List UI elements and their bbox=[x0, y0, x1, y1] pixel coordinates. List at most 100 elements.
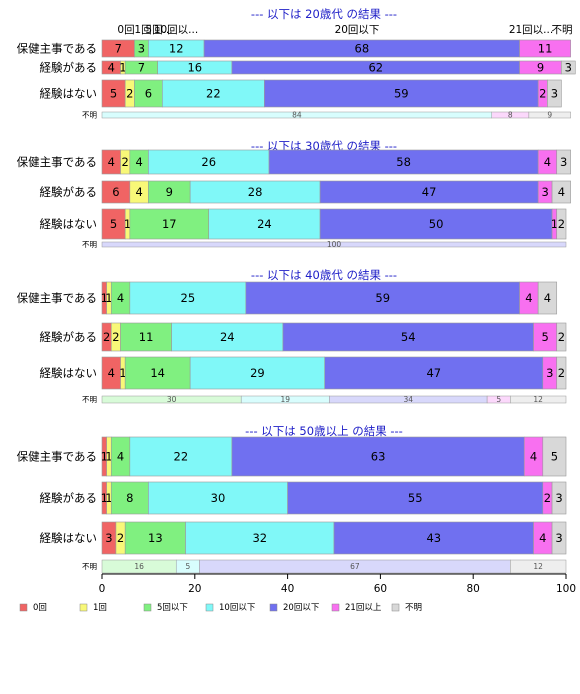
bar-segment bbox=[245, 281, 520, 315]
bar-segment bbox=[134, 79, 163, 108]
data-label: 63 bbox=[371, 450, 386, 464]
row-label: 経験がある bbox=[40, 61, 98, 75]
legend-swatch bbox=[331, 603, 340, 612]
x-tick-label: 80 bbox=[467, 583, 480, 595]
legend-label: 10回以下 bbox=[219, 603, 256, 613]
data-label: 43 bbox=[426, 531, 441, 545]
panel-title: --- 以下は 20歳代 の結果 --- bbox=[251, 7, 397, 21]
data-label: 54 bbox=[401, 330, 416, 344]
bar-segment bbox=[189, 356, 326, 390]
data-label: 5 bbox=[110, 217, 117, 231]
data-label: 50 bbox=[429, 217, 444, 231]
data-label: 1 bbox=[101, 291, 108, 305]
panel-3: --- 以下は 40歳代 の結果 ---保健主事である 11 4 25 59 4 4経験があ… bbox=[17, 268, 567, 404]
bar-segment bbox=[551, 521, 567, 555]
bar-segment bbox=[561, 60, 576, 75]
data-label: 4 bbox=[544, 155, 551, 169]
top-category-label: 10回以... bbox=[154, 24, 198, 36]
data-label: 11 bbox=[538, 42, 553, 56]
bar-segment bbox=[185, 521, 335, 555]
top-category-label: 21回以... bbox=[509, 24, 553, 36]
bar-segment bbox=[162, 79, 265, 108]
data-label: 3 bbox=[555, 491, 562, 505]
data-label: 3 bbox=[565, 61, 572, 75]
row-label: 保健主事である bbox=[17, 42, 97, 56]
data-label: 2 bbox=[126, 87, 133, 101]
panel-title: --- 以下は 50歳以上 の結果 --- bbox=[245, 424, 403, 438]
x-tick-label: 100 bbox=[556, 583, 576, 595]
row-label: 経験はない bbox=[40, 366, 98, 380]
data-label: 4 bbox=[525, 291, 532, 305]
panel-title: --- 以下は 40歳代 の結果 --- bbox=[251, 268, 397, 282]
data-label: 9 bbox=[537, 61, 544, 75]
data-label: 7 bbox=[138, 61, 145, 75]
unknown-row-label: 不明 bbox=[82, 562, 97, 571]
data-label: 47 bbox=[426, 366, 441, 380]
unknown-bar-segment bbox=[101, 241, 567, 248]
data-label: 68 bbox=[355, 42, 370, 56]
unknown-row-label: 不明 bbox=[82, 111, 97, 120]
data-label: 3 bbox=[560, 155, 567, 169]
data-label: 4 bbox=[544, 291, 551, 305]
bar-segment bbox=[556, 208, 567, 240]
bar-segment bbox=[556, 356, 567, 390]
data-label: 3 bbox=[555, 531, 562, 545]
unknown-data-label: 30 bbox=[167, 395, 177, 404]
bar-segment bbox=[268, 149, 539, 175]
unknown-data-label: 19 bbox=[281, 395, 291, 404]
bar-segment bbox=[287, 481, 544, 515]
legend-swatch bbox=[143, 603, 152, 612]
data-label: 4 bbox=[108, 366, 115, 380]
bar-segment bbox=[519, 39, 571, 58]
data-label: 9 bbox=[166, 185, 173, 199]
data-label: 24 bbox=[257, 217, 272, 231]
data-label: 4 bbox=[117, 291, 124, 305]
data-label: 13 bbox=[148, 531, 163, 545]
bar-segment bbox=[556, 149, 571, 175]
data-label: 12 bbox=[169, 42, 184, 56]
bar-segment bbox=[124, 521, 186, 555]
bar-segment bbox=[542, 436, 567, 477]
bar-segment bbox=[324, 356, 544, 390]
data-label: 3 bbox=[551, 87, 558, 101]
data-label: 14 bbox=[150, 366, 165, 380]
x-tick-label: 0 bbox=[99, 583, 106, 595]
data-label: 4 bbox=[117, 450, 124, 464]
data-label: 1 bbox=[105, 450, 112, 464]
bar-segment bbox=[537, 281, 558, 315]
data-label: 4 bbox=[530, 450, 537, 464]
unknown-bar-segment bbox=[528, 111, 571, 119]
unknown-data-label: 16 bbox=[134, 562, 144, 571]
row-label: 経験はない bbox=[40, 87, 98, 101]
unknown-data-label: 5 bbox=[185, 562, 190, 571]
data-label: 3 bbox=[138, 42, 145, 56]
x-tick-label: 20 bbox=[188, 583, 201, 595]
data-label: 4 bbox=[539, 531, 546, 545]
panel-title: --- 以下は 30歳代 の結果 --- bbox=[251, 139, 397, 153]
unknown-data-label: 8 bbox=[508, 111, 513, 120]
row-label: 保健主事である bbox=[17, 155, 97, 169]
unknown-data-label: 12 bbox=[533, 395, 543, 404]
data-label: 17 bbox=[162, 217, 177, 231]
data-label: 4 bbox=[558, 185, 565, 199]
data-label: 5 bbox=[110, 87, 117, 101]
unknown-row-label: 不明 bbox=[82, 240, 97, 249]
data-label: 30 bbox=[211, 491, 226, 505]
data-label: 2 bbox=[558, 330, 565, 344]
row-label: 経験がある bbox=[40, 185, 98, 199]
data-label: 4 bbox=[108, 155, 115, 169]
data-label: 1 bbox=[101, 450, 108, 464]
row-label: 経験はない bbox=[40, 531, 98, 545]
data-label: 32 bbox=[252, 531, 267, 545]
data-label: 28 bbox=[248, 185, 263, 199]
data-label: 1 bbox=[124, 217, 131, 231]
data-label: 29 bbox=[250, 366, 265, 380]
data-label: 26 bbox=[201, 155, 216, 169]
data-label: 2 bbox=[539, 87, 546, 101]
data-label: 4 bbox=[135, 185, 142, 199]
data-label: 1 bbox=[101, 491, 108, 505]
bar-segment bbox=[556, 322, 567, 352]
unknown-bar-segment bbox=[510, 395, 567, 404]
